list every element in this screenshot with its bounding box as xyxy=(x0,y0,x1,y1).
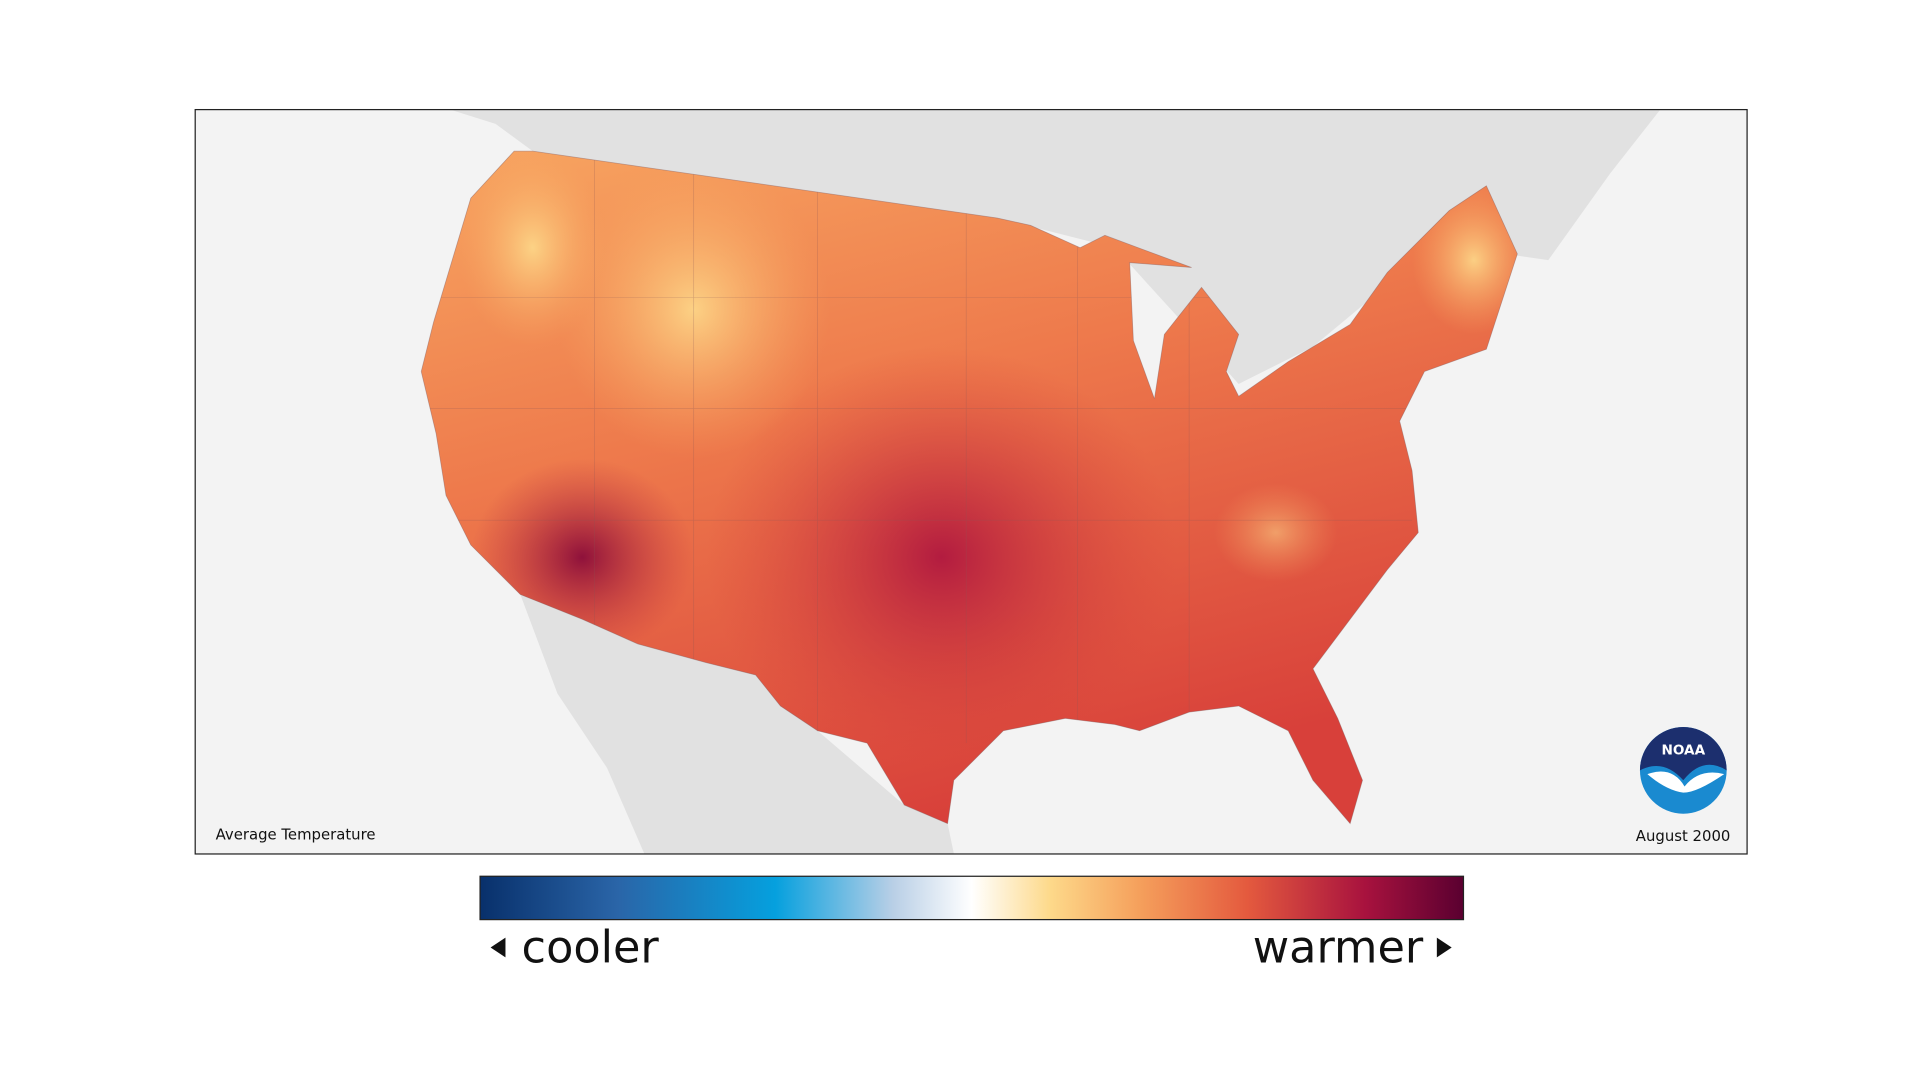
map-date: August 2000 xyxy=(1636,827,1731,845)
state-borders xyxy=(421,151,1425,744)
canada xyxy=(452,110,1660,384)
logo-text: NOAA xyxy=(1661,742,1705,758)
map-area xyxy=(195,110,1747,854)
usa-temperature xyxy=(421,151,1518,824)
arrow-right xyxy=(1436,937,1452,958)
noaa-logo: NOAA xyxy=(1639,727,1727,814)
map-title: Average Temperature xyxy=(216,826,376,844)
legend-low: cooler xyxy=(522,921,660,973)
mexico xyxy=(520,594,954,854)
arrow-left xyxy=(490,937,506,958)
color-scale xyxy=(479,875,1465,921)
legend-high: warmer xyxy=(1253,921,1424,973)
map-frame xyxy=(194,108,1748,855)
